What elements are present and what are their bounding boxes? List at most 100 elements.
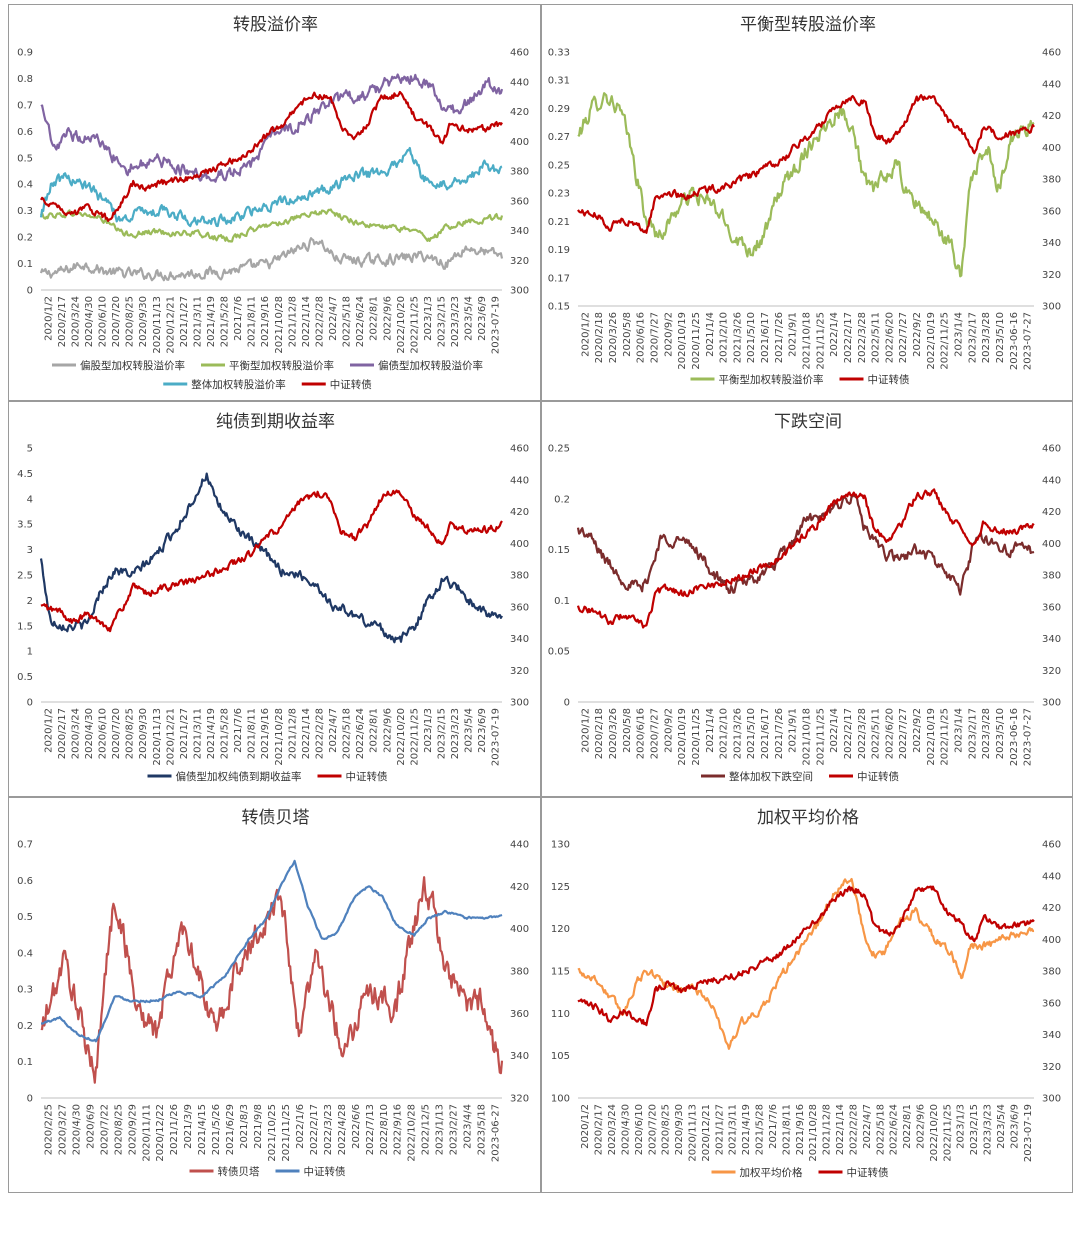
x-axis-tick-label: 2022/2/17 — [843, 312, 854, 363]
left-axis-tick-label: 110 — [551, 1009, 570, 1020]
x-axis-tick-label: 2022/8/1 — [369, 296, 380, 341]
left-axis-tick-label: 0.7 — [17, 100, 33, 111]
right-axis-tick-label: 400 — [1042, 935, 1061, 946]
x-axis-tick-label: 2022/6/24 — [355, 708, 366, 759]
chart-ytm-svg: 纯债到期收益率 0 0.5 1 1.5 2 2.5 3 3.5 4 4.5 5 300 320 340 360… — [17, 412, 529, 783]
x-axis-tick-label: 2022/3/28 — [857, 312, 868, 363]
x-axis-tick-label: 2020/7/27 — [650, 312, 661, 363]
chart-title: 转债贝塔 — [242, 808, 310, 828]
x-axis-tick-label: 2020/11/11 — [141, 1104, 152, 1162]
x-axis-tick-label: 2023-07-27 — [1023, 708, 1034, 766]
right-axis-tick-label: 380 — [1042, 175, 1061, 186]
x-axis-tick-label: 2022/9/2 — [912, 708, 923, 753]
x-axis-tick-label: 2020/8/25 — [125, 296, 136, 347]
left-axis-tick-label: 105 — [551, 1051, 570, 1062]
right-axis-tick-label: 400 — [510, 924, 529, 935]
left-axis-tick-label: 130 — [551, 840, 570, 851]
chart-title: 转股溢价率 — [233, 15, 318, 35]
left-axis-tick-label: 0 — [564, 698, 570, 709]
right-axis-tick-label: 420 — [1042, 111, 1061, 122]
right-axis-tick-label: 440 — [510, 475, 529, 486]
legend-label: 转债贝塔 — [218, 1165, 260, 1178]
x-axis-tick-label: 2020/1/2 — [43, 708, 54, 753]
x-axis-tick-label: 2022/9/6 — [382, 296, 393, 341]
x-axis-tick-label: 2021/12/8 — [287, 296, 298, 347]
x-axis-tick-label: 2022/6/6 — [351, 1104, 362, 1149]
x-axis-tick-label: 2022/2/17 — [309, 1104, 320, 1155]
left-axis-tick-label: 0.1 — [554, 596, 570, 607]
left-axis-tick-label: 0.5 — [17, 912, 33, 923]
x-axis-tick-label: 2022/3/28 — [857, 708, 868, 759]
left-axis-tick-label: 0.29 — [548, 104, 570, 115]
legend-label: 整体加权下跌空间 — [729, 770, 813, 783]
chart-panel-downside: 下跌空间 0 0.05 0.1 0.15 0.2 0.25 300 320 340 360 380 40… — [541, 401, 1073, 797]
x-axis-tick-label: 2022/2/28 — [315, 296, 326, 347]
left-axis-tick-label: 3 — [27, 545, 33, 556]
x-axis-tick-label: 2022/5/18 — [342, 708, 353, 759]
x-axis-tick-label: 2020/3/27 — [58, 1104, 69, 1155]
x-axis-tick-label: 2022/11/25 — [940, 312, 951, 370]
x-axis-tick-label: 2020/7/20 — [647, 1104, 658, 1155]
x-axis-tick-label: 2023-06-16 — [1009, 312, 1020, 370]
left-axis-tick-label: 0.3 — [17, 985, 33, 996]
legend-label: 加权平均价格 — [740, 1166, 803, 1179]
x-axis-tick-label: 2020/1/2 — [580, 312, 591, 357]
x-axis-tick-label: 2023/6/9 — [1009, 1104, 1020, 1149]
x-axis-tick-label: 2022/3/23 — [323, 1104, 334, 1155]
x-axis-tick-label: 2023/3/23 — [450, 296, 461, 347]
series-line — [39, 146, 503, 228]
right-axis-tick-label: 380 — [510, 167, 529, 178]
left-axis-tick-label: 125 — [551, 882, 570, 893]
right-axis-tick-label: 360 — [1042, 602, 1061, 613]
legend-label: 中证转债 — [330, 378, 372, 391]
x-axis-tick-label: 2020/9/2 — [663, 312, 674, 357]
chart-title: 平衡型转股溢价率 — [740, 15, 876, 35]
chart-title: 纯债到期收益率 — [216, 412, 335, 432]
right-axis-tick-label: 320 — [1042, 270, 1061, 281]
right-axis-tick-label: 360 — [510, 196, 529, 207]
x-axis-tick-label: 2022/1/6 — [295, 1104, 306, 1149]
right-axis-tick-label: 420 — [1042, 507, 1061, 518]
x-axis-tick-label: 2021/1/4 — [705, 708, 716, 753]
x-axis-tick-label: 2022/4/7 — [862, 1104, 873, 1149]
right-axis-tick-label: 440 — [1042, 79, 1061, 90]
left-axis-tick-label: 1 — [27, 647, 33, 658]
x-axis-tick-label: 2023/2/17 — [967, 708, 978, 759]
left-axis-tick-label: 0.5 — [17, 672, 33, 683]
series-line — [576, 488, 1035, 629]
x-axis-tick-label: 2020/2/17 — [57, 708, 68, 759]
x-axis-tick-label: 2022/1/14 — [301, 296, 312, 347]
x-axis-tick-label: 2021/10/28 — [808, 1104, 819, 1162]
right-axis-tick-label: 440 — [510, 77, 529, 88]
chart-title: 下跌空间 — [774, 412, 842, 432]
x-axis-tick-label: 2021/5/10 — [746, 708, 757, 759]
left-axis-tick-label: 0.19 — [548, 245, 570, 256]
left-axis-tick-label: 0.5 — [17, 153, 33, 164]
x-axis-tick-label: 2020/8/25 — [113, 1104, 124, 1155]
x-axis-tick-label: 2023/1/3 — [956, 1104, 967, 1149]
chart-beta-svg: 转债贝塔 0 0.1 0.2 0.3 0.4 0.5 0.6 0.7 320 340 360 380 40… — [17, 808, 529, 1178]
x-axis-tick-label: 2020/11/25 — [691, 708, 702, 766]
x-axis-tick-label: 2021/7/6 — [233, 296, 244, 341]
right-axis-tick-label: 300 — [1042, 302, 1061, 313]
x-axis-tick-label: 2023-07-19 — [491, 708, 502, 766]
x-axis-tick-label: 2022/11/25 — [940, 708, 951, 766]
legend-label: 平衡型加权转股溢价率 — [229, 359, 334, 372]
x-axis-tick-label: 2021/12/8 — [822, 1104, 833, 1155]
x-axis-tick-label: 2023-07-19 — [1023, 1104, 1034, 1162]
x-axis-tick-label: 2022/9/6 — [916, 1104, 927, 1149]
right-axis-tick-label: 400 — [1042, 539, 1061, 550]
left-axis-tick-label: 1.5 — [17, 621, 33, 632]
chart-panel-balanced-premium: 平衡型转股溢价率 0.15 0.17 0.19 0.21 0.23 0.25 0.27 0.29… — [541, 4, 1073, 401]
x-axis-tick-label: 2020/3/26 — [608, 312, 619, 363]
right-axis-tick-label: 440 — [1042, 475, 1061, 486]
right-axis-tick-label: 420 — [510, 107, 529, 118]
x-axis-tick-label: 2020/1/2 — [580, 1104, 591, 1149]
right-axis-tick-label: 460 — [510, 444, 529, 455]
right-axis-tick-label: 340 — [1042, 1030, 1061, 1041]
x-axis-tick-label: 2023/4/4 — [463, 1104, 474, 1149]
legend-label: 偏债型加权纯债到期收益率 — [176, 770, 302, 783]
legend-label: 中证转债 — [304, 1165, 346, 1178]
x-axis-tick-label: 2023/2/15 — [437, 296, 448, 347]
left-axis-tick-label: 2 — [27, 596, 33, 607]
